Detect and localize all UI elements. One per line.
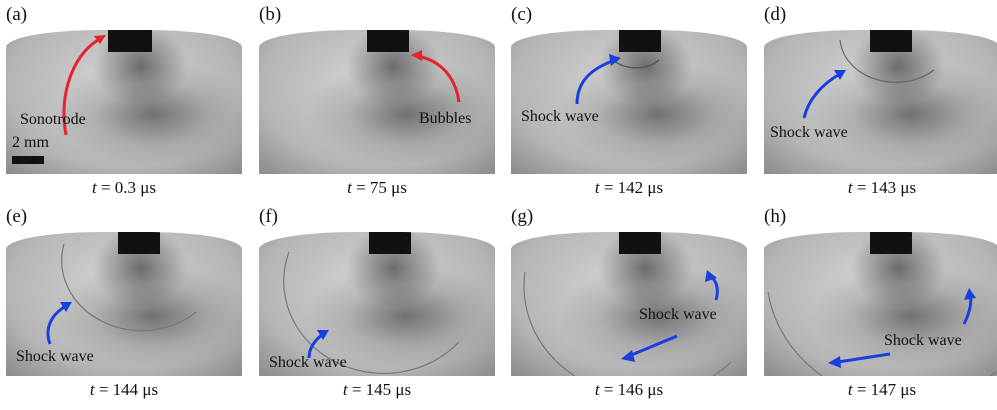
annotation-bubbles: Bubbles (419, 110, 472, 127)
sonotrode-tip (870, 30, 912, 52)
image-overlay (767, 232, 997, 376)
image-overlay (523, 232, 732, 376)
high-speed-image: Sonotrode 2 mm (6, 30, 242, 174)
image-overlay (12, 30, 152, 164)
shock-wave-front (523, 271, 732, 376)
panel-a: (a) Sonotrode 2 mm t = 0.3 μs (6, 4, 242, 204)
panel-letter: (f) (259, 206, 278, 227)
annotation-shock-wave: Shock wave (521, 108, 599, 125)
pointer-arrow (46, 304, 67, 345)
pointer-arrow (837, 352, 891, 364)
annotation-shock-wave: Shock wave (884, 332, 962, 349)
image-overlay (283, 232, 460, 374)
high-speed-image: Shock wave (764, 232, 997, 376)
arrow-head (317, 330, 329, 340)
panel-letter: (g) (511, 206, 534, 227)
sonotrode-tip (367, 30, 409, 52)
arrow-head (705, 270, 717, 282)
time-caption: t = 147 μs (847, 380, 917, 399)
annotation-shock-wave: Shock wave (269, 354, 347, 371)
panel-c: (c) Shock wave t = 142 μs (511, 4, 747, 204)
panel-g: (g) Shock wave t = 146 μs (511, 206, 747, 406)
sonotrode-tip (619, 232, 661, 254)
time-caption: t = 145 μs (342, 380, 412, 399)
sonotrode-tip (619, 30, 661, 52)
sonotrode-tip (870, 232, 912, 254)
high-speed-image: Shock wave (511, 232, 747, 376)
panel-h: (h) Shock wave t = 147 μs (764, 206, 997, 406)
time-caption: t = 75 μs (347, 178, 407, 197)
pointer-arrow (628, 334, 678, 358)
arrow-head (964, 288, 976, 300)
high-speed-image: Shock wave (6, 232, 242, 376)
arrow-head (834, 70, 846, 80)
image-overlay (46, 232, 197, 345)
scale-bar (12, 156, 44, 164)
panel-e: (e) Shock wave t = 144 μs (6, 206, 242, 406)
shock-wave-front (767, 291, 997, 376)
panel-letter: (a) (6, 4, 28, 25)
panel-b: (b) Bubbles t = 75 μs (259, 4, 495, 204)
time-caption: t = 142 μs (594, 178, 664, 197)
pointer-arrow (416, 54, 461, 103)
high-speed-image: Shock wave (259, 232, 495, 376)
panel-letter: (c) (511, 4, 533, 25)
annotation-shock-wave: Shock wave (639, 306, 717, 323)
pointer-arrow (62, 36, 103, 136)
arrow-head (609, 54, 621, 66)
time-caption: t = 144 μs (89, 380, 159, 399)
panel-letter: (h) (764, 206, 787, 227)
arrow-head (411, 50, 422, 61)
panel-letter: (d) (764, 4, 787, 25)
time-caption: t = 0.3 μs (91, 178, 157, 197)
shock-wave-front (839, 39, 935, 83)
image-overlay (575, 30, 661, 105)
sonotrode-tip (108, 30, 152, 52)
arrow-head (621, 350, 635, 362)
annotation-shock-wave: Shock wave (16, 348, 94, 365)
sonotrode-tip (118, 232, 160, 254)
panel-letter: (b) (259, 4, 282, 25)
shock-wave-front (61, 243, 197, 332)
pointer-arrow (575, 58, 616, 105)
sonotrode-tip (369, 232, 411, 254)
image-overlay (802, 30, 935, 119)
panel-letter: (e) (6, 206, 28, 227)
annotation-shock-wave: Shock wave (770, 124, 848, 141)
high-speed-image: Shock wave (764, 30, 997, 174)
shock-wave-front (283, 251, 460, 374)
time-caption: t = 143 μs (847, 178, 917, 197)
arrow-head (60, 302, 72, 312)
arrow-head (828, 356, 841, 368)
time-caption: t = 146 μs (594, 380, 664, 399)
panel-f: (f) Shock wave t = 145 μs (259, 206, 495, 406)
scale-bar-label: 2 mm (12, 134, 49, 151)
high-speed-image: Shock wave (511, 30, 747, 174)
high-speed-image: Bubbles (259, 30, 495, 174)
pointer-arrow (802, 72, 841, 119)
panel-d: (d) Shock wave t = 143 μs (764, 4, 997, 204)
annotation-sonotrode: Sonotrode (20, 111, 86, 128)
arrow-head (94, 35, 106, 44)
image-overlay (367, 30, 461, 103)
